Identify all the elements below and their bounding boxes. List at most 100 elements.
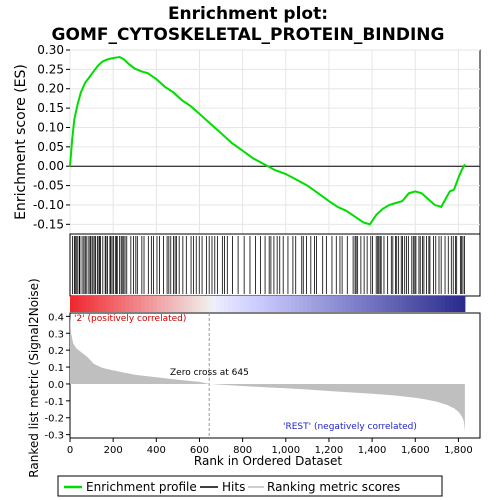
color-bar-segment [216, 296, 221, 312]
color-bar-segment [449, 296, 454, 312]
color-bar-segment [255, 296, 261, 312]
color-bar-segment [362, 296, 367, 312]
color-bar-segment [200, 296, 205, 312]
color-bar-segment [129, 296, 134, 312]
color-bar-segment [220, 296, 225, 312]
color-bar-segment [306, 296, 312, 312]
color-bar-segment [184, 296, 189, 312]
hits-panel [69, 233, 481, 297]
color-bar-segment [338, 296, 343, 312]
color-bar-segment [385, 296, 391, 312]
metric-x-tick-label: 1,800 [444, 445, 473, 456]
color-bar-segment [318, 296, 324, 312]
legend-label-ranking: Ranking metric scores [267, 480, 400, 494]
color-bar-segment [453, 296, 458, 312]
color-bar-segment [433, 296, 438, 312]
color-bar-segment [251, 296, 257, 312]
legend: Enrichment profile Hits Ranking metric s… [57, 475, 443, 497]
color-bar-segment [302, 296, 308, 312]
es-y-tick-label: 0.25 [37, 62, 64, 76]
color-bar-segment [413, 296, 419, 312]
color-bar-segment [117, 296, 122, 312]
es-y-tick-label: -0.10 [33, 198, 64, 212]
color-bar-segment [148, 296, 154, 312]
color-bar-segment [160, 296, 166, 312]
color-bar-segment [287, 296, 292, 312]
es-y-tick-label: -0.15 [33, 217, 64, 231]
metric-x-tick-label: 1,000 [271, 445, 300, 456]
es-y-tick-label: -0.05 [33, 179, 64, 193]
color-bar-segment [405, 296, 411, 312]
es-y-tick-label: 0.15 [37, 101, 64, 115]
legend-label-enrichment: Enrichment profile [86, 480, 197, 494]
es-y-tick-label: 0.20 [37, 82, 64, 96]
metric-x-tick-label: 1,400 [358, 445, 387, 456]
color-bar-segment [208, 296, 213, 312]
color-bar-segment [299, 296, 304, 312]
color-bar-segment [243, 296, 249, 312]
color-bar-segment [378, 296, 383, 312]
color-bar-segment [204, 296, 209, 312]
color-bar-segment [271, 296, 276, 312]
plot-title-line1: Enrichment plot: [168, 4, 328, 24]
color-bar-segment [196, 296, 201, 312]
color-bar-segment [101, 296, 107, 312]
es-y-tick-label: 0.30 [37, 43, 64, 57]
metric-x-tick-label: 200 [104, 445, 123, 456]
color-bar-segment [295, 296, 300, 312]
color-bar-segment [397, 296, 403, 312]
color-bar-segment [456, 296, 462, 312]
metric-axis-label: Ranked list metric (Signal2Noise) [27, 278, 41, 477]
metric-y-tick-label: -0.1 [44, 397, 64, 408]
color-bar-segment [212, 296, 217, 312]
color-bar-segment [227, 296, 233, 312]
zero-cross-label: Zero cross at 645 [170, 368, 249, 378]
color-bar-segment [267, 296, 272, 312]
color-bar-segment [279, 296, 284, 312]
color-bar-segment [137, 296, 142, 312]
color-bar-segment [239, 296, 245, 312]
color-bar-segment [342, 296, 347, 312]
color-bar-segment [374, 296, 379, 312]
color-bar-segment [89, 296, 95, 312]
metric-x-tick-label: 1,600 [401, 445, 430, 456]
es-y-tick-label: 0.05 [37, 140, 64, 154]
color-bar-segment [358, 296, 363, 312]
es-y-tick-label: 0.00 [37, 159, 64, 173]
color-bar-segment [93, 296, 99, 312]
metric-x-tick-label: 1,200 [315, 445, 344, 456]
metric-x-ticks: 0 200 400 600 800 1,000 1,200 1,400 1,600 1,800 [67, 438, 473, 456]
es-panel: -0.15 -0.10 -0.05 0.00 0.05 0.10 0.15 0.20 0.25 0… [33, 43, 481, 235]
metric-y-tick-label: 0.4 [48, 312, 64, 323]
color-bar-segment [259, 296, 264, 312]
rank-color-bar [70, 296, 466, 312]
color-bar-segment [314, 296, 320, 312]
color-bar-segment [283, 296, 288, 312]
color-bar-segment [401, 296, 407, 312]
color-bar-segment [164, 296, 170, 312]
color-bar-segment [366, 296, 371, 312]
color-bar-segment [310, 296, 316, 312]
color-bar-segment [460, 296, 466, 312]
metric-y-tick-label: 0.3 [48, 329, 64, 340]
color-bar-segment [156, 296, 162, 312]
color-bar-segment [141, 296, 146, 312]
color-bar-segment [393, 296, 399, 312]
plot-title-line2: GOMF_CYTOSKELETAL_PROTEIN_BINDING [52, 25, 445, 45]
color-bar-segment [381, 296, 387, 312]
color-bar-segment [97, 296, 103, 312]
color-bar-segment [417, 296, 422, 312]
color-bar-segment [263, 296, 268, 312]
color-bar-segment [133, 296, 138, 312]
color-bar-segment [334, 296, 340, 312]
metric-x-tick-label: 800 [233, 445, 252, 456]
color-bar-segment [441, 296, 446, 312]
color-bar-segment [247, 296, 253, 312]
color-bar-segment [172, 296, 178, 312]
metric-y-tick-label: 0.1 [48, 363, 64, 374]
es-axis-label: Enrichment score (ES) [13, 64, 29, 220]
metric-y-tick-label: 0.0 [48, 380, 64, 391]
color-bar-segment [105, 296, 110, 312]
color-bar-segment [77, 296, 83, 312]
